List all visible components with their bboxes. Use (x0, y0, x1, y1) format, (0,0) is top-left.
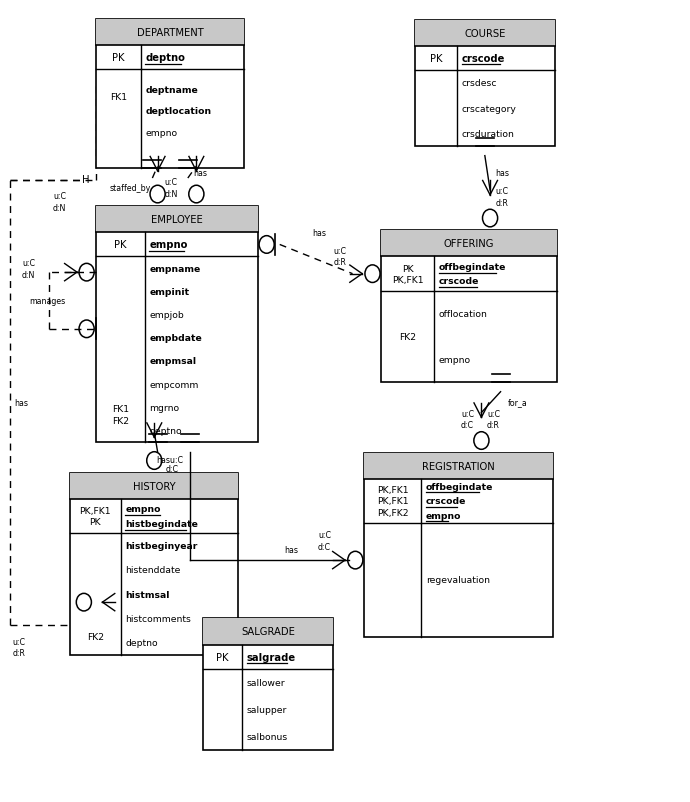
Text: empno: empno (439, 355, 471, 364)
Text: has: has (193, 169, 207, 178)
Text: SALGRADE: SALGRADE (241, 626, 295, 637)
Bar (96, 207, 258, 233)
Text: salgrade: salgrade (247, 652, 296, 662)
Text: empno: empno (426, 512, 461, 520)
Text: u:C
d:N: u:C d:N (53, 192, 66, 213)
Text: PK: PK (115, 240, 127, 250)
Text: u:C
d:C: u:C d:C (318, 531, 331, 552)
Text: deptno: deptno (126, 638, 158, 647)
Text: FK2: FK2 (87, 633, 104, 642)
Text: u:C
d:N: u:C d:N (22, 258, 35, 279)
Text: empname: empname (150, 264, 201, 273)
Text: crsduration: crsduration (462, 130, 515, 139)
Text: PK: PK (430, 54, 442, 64)
Text: deptlocation: deptlocation (146, 107, 212, 116)
Text: deptno: deptno (150, 427, 182, 435)
Text: histcomments: histcomments (126, 614, 191, 623)
Text: H: H (82, 175, 89, 184)
Bar (203, 618, 333, 645)
Text: crscategory: crscategory (462, 104, 517, 113)
Text: crscode: crscode (426, 496, 466, 506)
Text: PK,FK1
PK,FK1
PK,FK2: PK,FK1 PK,FK1 PK,FK2 (377, 486, 408, 516)
Text: HISTORY: HISTORY (133, 481, 176, 491)
Text: offlocation: offlocation (439, 310, 488, 318)
Text: mgrno: mgrno (150, 403, 179, 412)
Text: deptname: deptname (146, 86, 198, 95)
Text: has: has (284, 545, 298, 554)
Text: empjob: empjob (150, 310, 184, 319)
Text: salbonus: salbonus (247, 732, 288, 741)
Bar (203, 618, 333, 750)
Bar (382, 231, 557, 257)
Text: offbegindate: offbegindate (426, 482, 493, 491)
Text: sallower: sallower (247, 678, 286, 687)
Text: hasu:C: hasu:C (156, 456, 184, 464)
Text: DEPARTMENT: DEPARTMENT (137, 28, 204, 38)
Text: crscode: crscode (439, 277, 479, 286)
Bar (415, 21, 555, 147)
Text: u:C
d:R: u:C d:R (334, 246, 346, 267)
Text: histmsal: histmsal (126, 590, 170, 599)
Text: empbdate: empbdate (150, 334, 202, 342)
Text: empno: empno (126, 504, 161, 514)
Text: u:C
d:R: u:C d:R (487, 409, 500, 430)
Text: histbegindate: histbegindate (126, 519, 198, 529)
Bar (364, 453, 553, 637)
Text: regevaluation: regevaluation (426, 576, 490, 585)
Text: PK
PK,FK1: PK PK,FK1 (392, 265, 424, 285)
Text: FK2: FK2 (399, 333, 416, 342)
Text: staffed_by: staffed_by (110, 184, 151, 192)
Text: offbegindate: offbegindate (439, 262, 506, 272)
Bar (415, 21, 555, 47)
Text: crscode: crscode (462, 54, 505, 64)
Text: COURSE: COURSE (464, 29, 506, 38)
Text: salupper: salupper (247, 705, 287, 714)
Text: PK,FK1
PK: PK,FK1 PK (79, 506, 111, 527)
Text: histbeginyear: histbeginyear (126, 541, 198, 550)
Bar (70, 473, 239, 655)
Bar (382, 231, 557, 383)
Text: d:C: d:C (166, 464, 179, 473)
Text: OFFERING: OFFERING (444, 239, 494, 249)
Text: empno: empno (150, 240, 188, 250)
Text: FK1: FK1 (110, 93, 127, 103)
Bar (70, 473, 239, 500)
Text: empmsal: empmsal (150, 357, 197, 366)
Text: u:C
d:R: u:C d:R (12, 637, 26, 658)
Bar (96, 20, 244, 169)
Text: u:C
d:C: u:C d:C (461, 409, 474, 430)
Text: has: has (495, 168, 509, 177)
Text: manages: manages (29, 297, 65, 306)
Text: u:C
d:N: u:C d:N (165, 178, 178, 199)
Bar (364, 453, 553, 480)
Text: histenddate: histenddate (126, 565, 181, 574)
Text: PK: PK (216, 652, 228, 662)
Text: FK1
FK2: FK1 FK2 (112, 404, 129, 425)
Text: deptno: deptno (146, 53, 185, 63)
Text: empinit: empinit (150, 287, 190, 297)
Bar (96, 207, 258, 443)
Text: has: has (313, 229, 326, 237)
Text: for_a: for_a (507, 397, 527, 407)
Text: empno: empno (146, 129, 177, 138)
Text: u:C
d:R: u:C d:R (495, 187, 509, 208)
Text: REGISTRATION: REGISTRATION (422, 461, 495, 471)
Text: EMPLOYEE: EMPLOYEE (151, 215, 203, 225)
Text: PK: PK (112, 53, 125, 63)
Text: has: has (14, 399, 28, 407)
Text: crsdesc: crsdesc (462, 79, 497, 88)
Bar (96, 20, 244, 47)
Text: empcomm: empcomm (150, 380, 199, 389)
